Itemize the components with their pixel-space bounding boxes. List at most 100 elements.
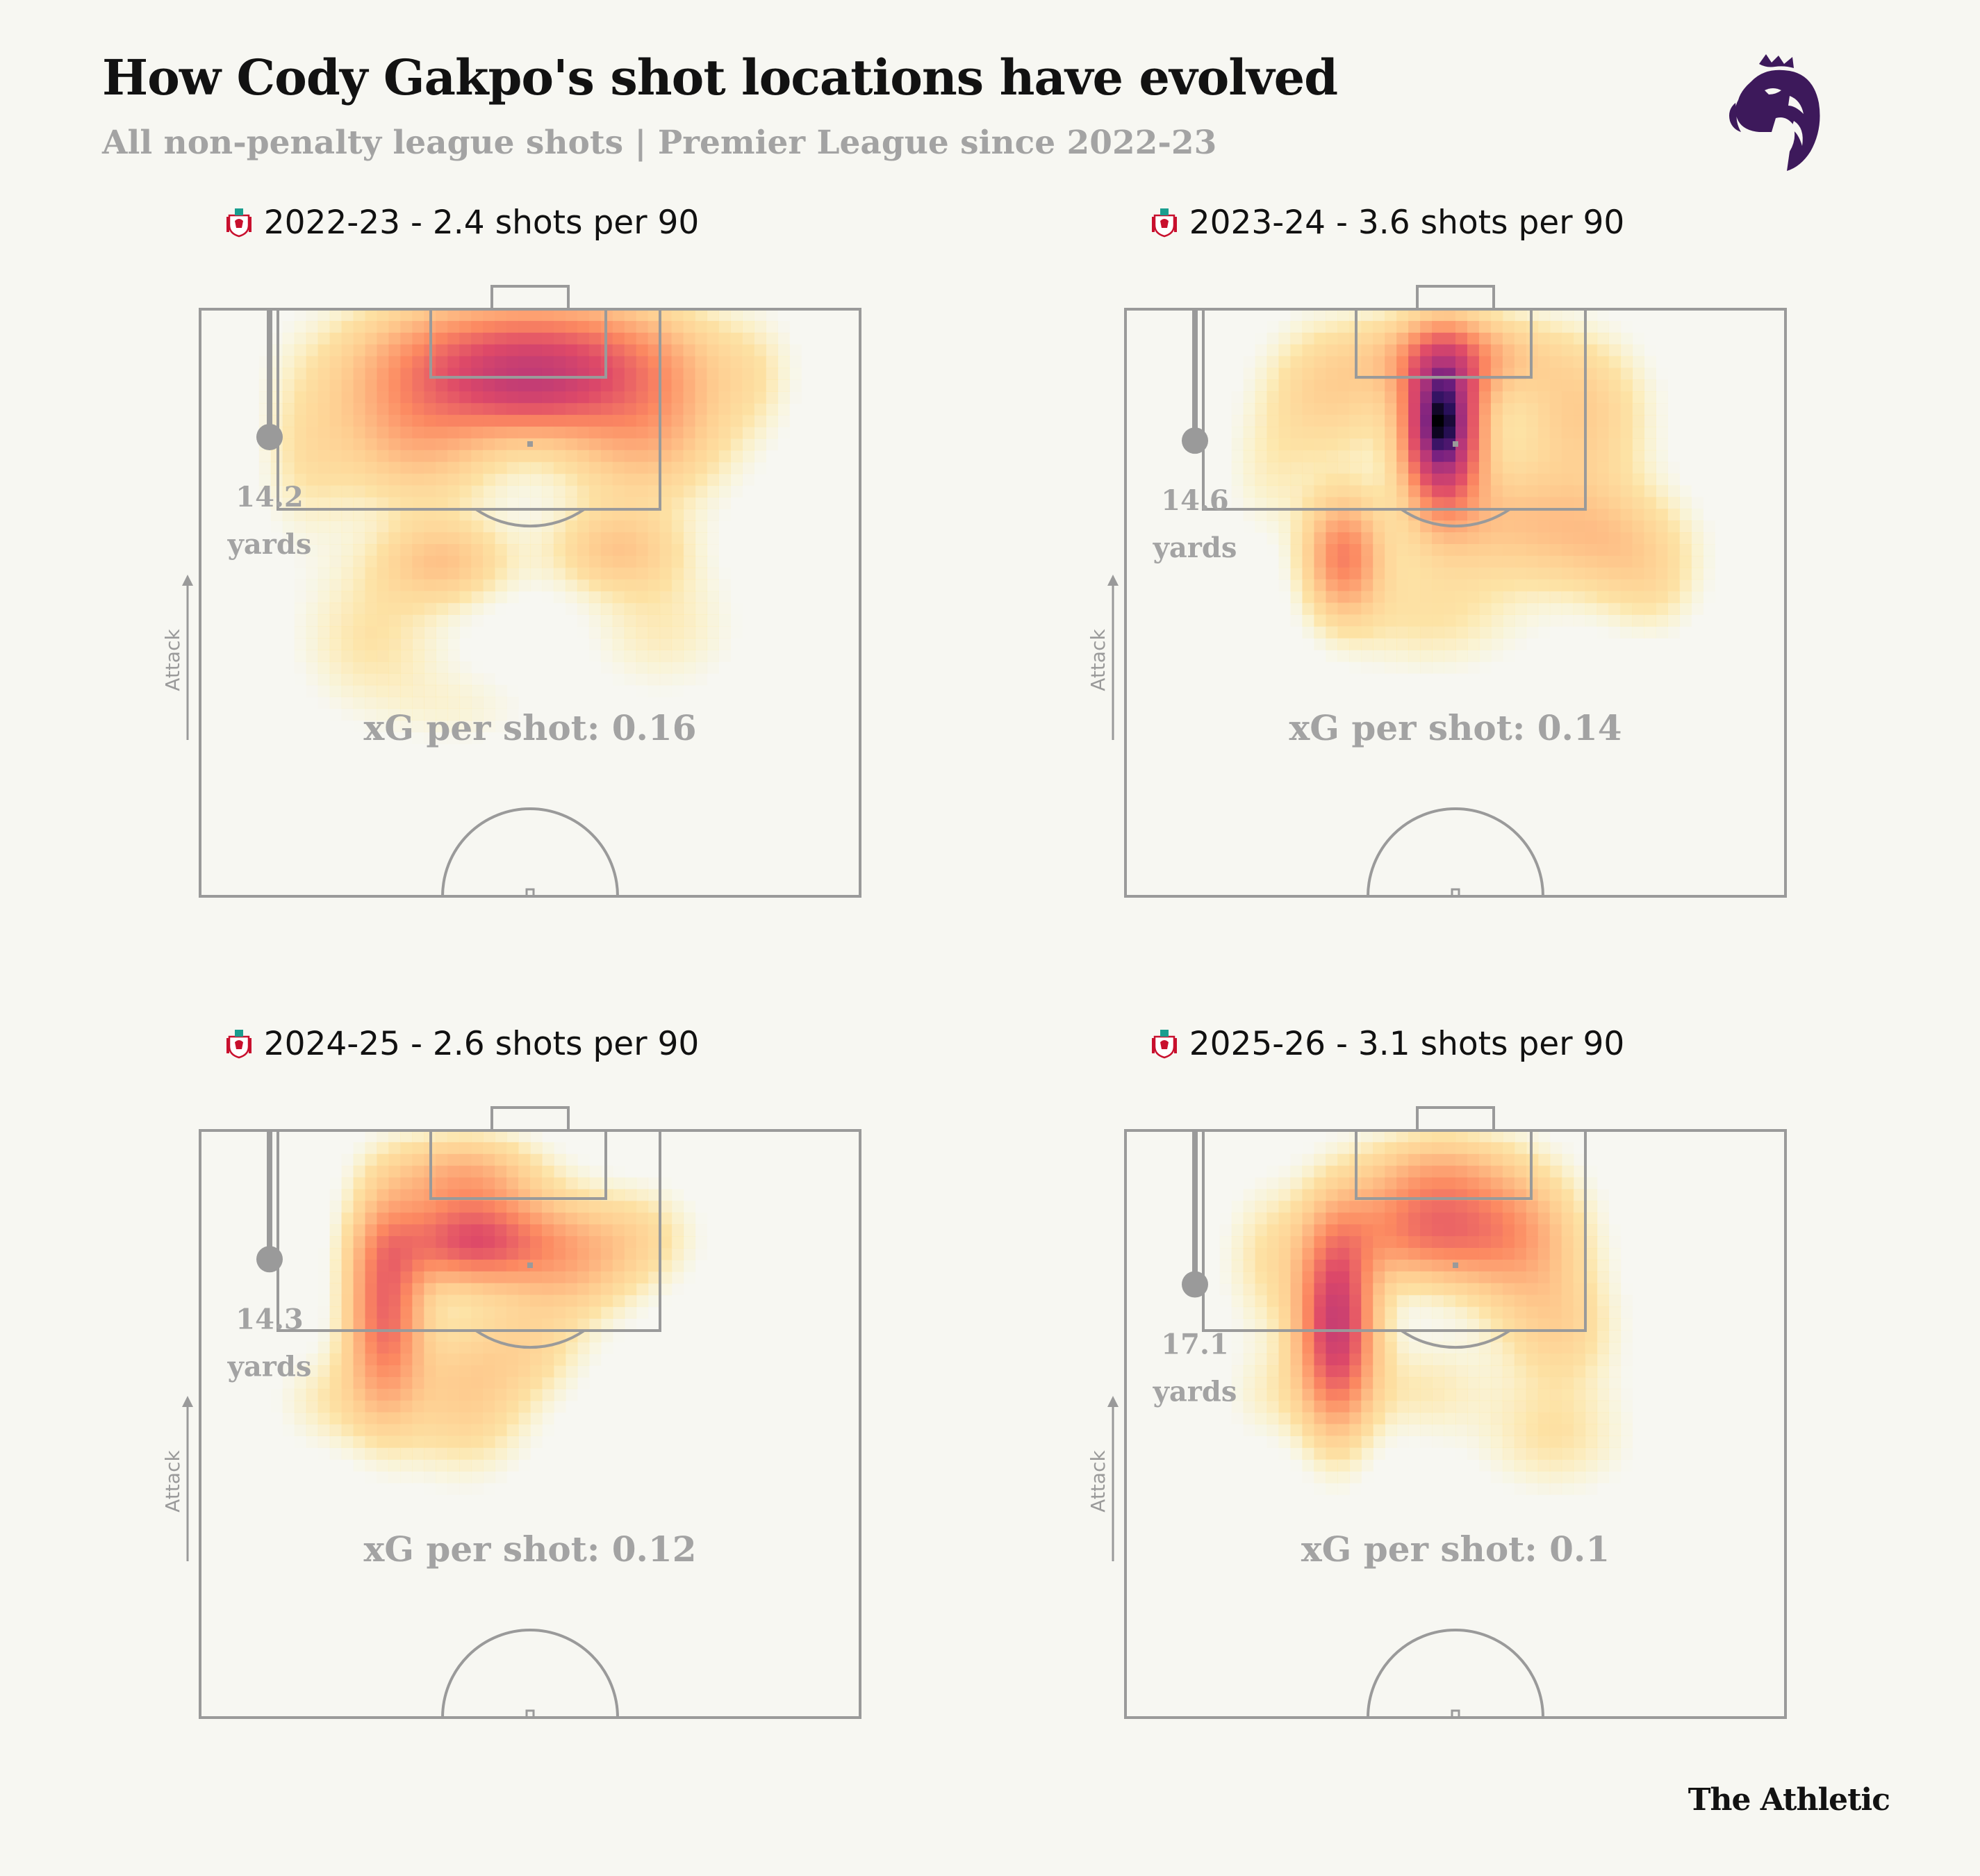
heatmap-cell <box>683 379 696 392</box>
heatmap-cell <box>718 403 731 415</box>
heatmap-cell <box>1549 1248 1562 1260</box>
heatmap-cell <box>1585 1376 1598 1390</box>
heatmap-cell <box>1478 614 1492 627</box>
heatmap-cell <box>1549 1353 1562 1366</box>
heatmap-cell <box>624 356 637 369</box>
heatmap-cell <box>541 415 554 427</box>
heatmap-cell <box>1243 1189 1256 1201</box>
heatmap-cell <box>553 1294 566 1308</box>
heatmap-cell <box>600 661 613 674</box>
heatmap-cell <box>1561 1330 1574 1342</box>
heatmap-cell <box>541 1201 554 1213</box>
heatmap-cell <box>1561 1294 1574 1308</box>
heatmap-cell <box>1561 1353 1574 1366</box>
heatmap-cell <box>1502 614 1515 627</box>
heatmap-cell <box>388 1212 401 1225</box>
heatmap-cell <box>1549 1165 1562 1178</box>
heatmap-cell <box>495 320 507 334</box>
heatmap-cell <box>317 1330 331 1342</box>
heatmap-cell <box>483 1259 495 1272</box>
heatmap-cell <box>1502 403 1515 415</box>
heatmap-cell <box>1597 485 1610 497</box>
heatmap-cell <box>1396 591 1409 604</box>
heatmap-cell <box>1514 1435 1527 1448</box>
heatmap-cell <box>1326 1330 1338 1342</box>
heatmap-cell <box>400 1435 413 1448</box>
heatmap-cell <box>424 450 436 463</box>
heatmap-cell <box>1396 450 1409 463</box>
heatmap-cell <box>1502 485 1515 497</box>
heatmap-cell <box>1314 1189 1326 1201</box>
heatmap-cell <box>1361 1435 1373 1448</box>
heatmap-cell <box>565 461 578 475</box>
heatmap-cell <box>1478 1236 1492 1249</box>
avg-distance-unit: yards <box>1153 532 1237 564</box>
heatmap-cell <box>459 344 472 357</box>
heatmap-cell <box>1514 1212 1527 1225</box>
heatmap-cell <box>553 473 566 486</box>
heatmap-cell <box>1361 427 1373 439</box>
heatmap-cell <box>577 403 590 415</box>
heatmap-cell <box>471 1165 484 1178</box>
heatmap-cell <box>377 1388 390 1401</box>
heatmap-cell <box>400 720 413 732</box>
heatmap-cell <box>1561 555 1574 568</box>
heatmap-cell <box>1361 1224 1373 1237</box>
heatmap-cell <box>1361 1400 1373 1413</box>
heatmap-cell <box>377 427 390 439</box>
heatmap-cell <box>518 1459 531 1472</box>
heatmap-cell <box>388 1330 401 1342</box>
heatmap-cell <box>1608 602 1622 615</box>
heatmap-cell <box>424 1271 436 1284</box>
heatmap-cell <box>353 567 366 580</box>
heatmap-cell <box>282 1376 295 1390</box>
heatmap-cell <box>1585 520 1598 533</box>
heatmap-cell <box>365 708 378 721</box>
heatmap-cell <box>294 1365 307 1378</box>
heatmap-cell <box>506 1447 519 1460</box>
heatmap-cell <box>1420 344 1433 357</box>
heatmap-cell <box>459 532 472 545</box>
heatmap-cell <box>1385 427 1397 439</box>
heatmap-cell <box>1314 1365 1326 1378</box>
heatmap-cell <box>742 309 754 322</box>
heatmap-cell <box>541 1376 554 1390</box>
heatmap-cell <box>1608 1318 1622 1331</box>
heatmap-cell <box>789 368 802 380</box>
heatmap-cell <box>400 1248 413 1260</box>
heatmap-cell <box>282 450 295 463</box>
heatmap-cell <box>353 1400 366 1413</box>
heatmap-cell <box>1290 520 1303 533</box>
heatmap-cell <box>1561 403 1574 415</box>
heatmap-cell <box>1255 1342 1268 1354</box>
heatmap-cell <box>1408 1306 1421 1319</box>
heatmap-cell <box>1373 379 1385 392</box>
heatmap-cell <box>588 403 602 415</box>
heatmap-cell <box>1526 1271 1539 1284</box>
heatmap-cell <box>424 1471 436 1483</box>
heatmap-cell <box>1314 1353 1326 1366</box>
heatmap-cell <box>1302 320 1315 334</box>
heatmap-cell <box>530 1130 543 1143</box>
heatmap-cell <box>1478 485 1492 497</box>
heatmap-cell <box>341 602 354 615</box>
heatmap-cell <box>365 1365 378 1378</box>
heatmap-cell <box>1267 1365 1280 1378</box>
heatmap-cell <box>530 1435 543 1448</box>
heatmap-cell <box>1644 450 1656 463</box>
heatmap-cell <box>612 544 625 557</box>
heatmap-cell <box>506 1376 519 1390</box>
heatmap-cell <box>471 1306 484 1319</box>
heatmap-cell <box>306 1365 319 1378</box>
heatmap-cell <box>1361 1353 1373 1366</box>
heatmap-cell <box>1302 1471 1315 1483</box>
heatmap-cell <box>471 1318 484 1331</box>
heatmap-cell <box>1537 1130 1551 1143</box>
heatmap-cell <box>1432 1259 1444 1272</box>
heatmap-cell <box>577 485 590 497</box>
heatmap-cell <box>1444 579 1456 592</box>
heatmap-cell <box>695 544 708 557</box>
heatmap-cell <box>388 1306 401 1319</box>
heatmap-cell <box>506 1142 519 1155</box>
heatmap-cell <box>353 1201 366 1213</box>
